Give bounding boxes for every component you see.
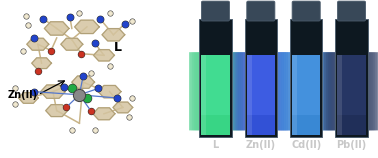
FancyBboxPatch shape	[247, 1, 275, 21]
Polygon shape	[74, 20, 99, 33]
Polygon shape	[32, 58, 51, 69]
Bar	[200, 19, 231, 137]
Bar	[292, 55, 297, 135]
FancyBboxPatch shape	[188, 52, 243, 130]
Bar	[337, 55, 342, 135]
Polygon shape	[45, 22, 69, 35]
Bar	[290, 19, 322, 137]
Polygon shape	[61, 38, 83, 50]
FancyBboxPatch shape	[326, 52, 377, 130]
Polygon shape	[98, 85, 121, 98]
FancyBboxPatch shape	[285, 52, 327, 130]
Text: Zn(II): Zn(II)	[246, 140, 276, 150]
Bar	[201, 115, 229, 135]
Bar	[246, 55, 252, 135]
Bar	[292, 115, 321, 135]
FancyBboxPatch shape	[324, 52, 378, 130]
Polygon shape	[102, 29, 125, 41]
Text: L: L	[113, 41, 121, 54]
Polygon shape	[113, 102, 133, 113]
FancyBboxPatch shape	[277, 52, 336, 130]
FancyBboxPatch shape	[330, 52, 373, 130]
Polygon shape	[72, 76, 94, 88]
FancyBboxPatch shape	[235, 52, 286, 130]
Text: L: L	[212, 140, 218, 150]
FancyBboxPatch shape	[186, 52, 245, 130]
Text: Zn(II): Zn(II)	[8, 90, 38, 100]
Bar	[246, 115, 275, 135]
FancyBboxPatch shape	[279, 52, 334, 130]
FancyBboxPatch shape	[240, 52, 282, 130]
FancyBboxPatch shape	[242, 52, 280, 130]
FancyBboxPatch shape	[192, 52, 239, 130]
FancyBboxPatch shape	[201, 1, 229, 21]
Bar	[246, 55, 275, 135]
FancyBboxPatch shape	[328, 52, 375, 130]
Polygon shape	[94, 50, 114, 61]
Bar	[292, 55, 321, 135]
Polygon shape	[93, 108, 115, 120]
FancyBboxPatch shape	[194, 52, 237, 130]
Polygon shape	[46, 105, 68, 117]
FancyBboxPatch shape	[287, 52, 325, 130]
Bar	[201, 55, 229, 135]
Text: Pb(II): Pb(II)	[336, 140, 367, 150]
FancyBboxPatch shape	[322, 52, 378, 130]
FancyBboxPatch shape	[190, 52, 241, 130]
Bar	[336, 19, 367, 137]
FancyBboxPatch shape	[292, 1, 320, 21]
FancyBboxPatch shape	[233, 52, 288, 130]
Bar	[201, 55, 206, 135]
FancyBboxPatch shape	[281, 52, 332, 130]
FancyBboxPatch shape	[338, 1, 366, 21]
FancyBboxPatch shape	[197, 52, 234, 130]
Bar	[337, 115, 366, 135]
Bar	[337, 55, 366, 135]
FancyBboxPatch shape	[333, 52, 370, 130]
FancyBboxPatch shape	[237, 52, 284, 130]
FancyBboxPatch shape	[283, 52, 330, 130]
Polygon shape	[19, 93, 38, 103]
Polygon shape	[41, 85, 65, 98]
Bar	[245, 19, 277, 137]
FancyBboxPatch shape	[231, 52, 290, 130]
Polygon shape	[27, 38, 49, 50]
Text: Cd(II): Cd(II)	[291, 140, 321, 150]
